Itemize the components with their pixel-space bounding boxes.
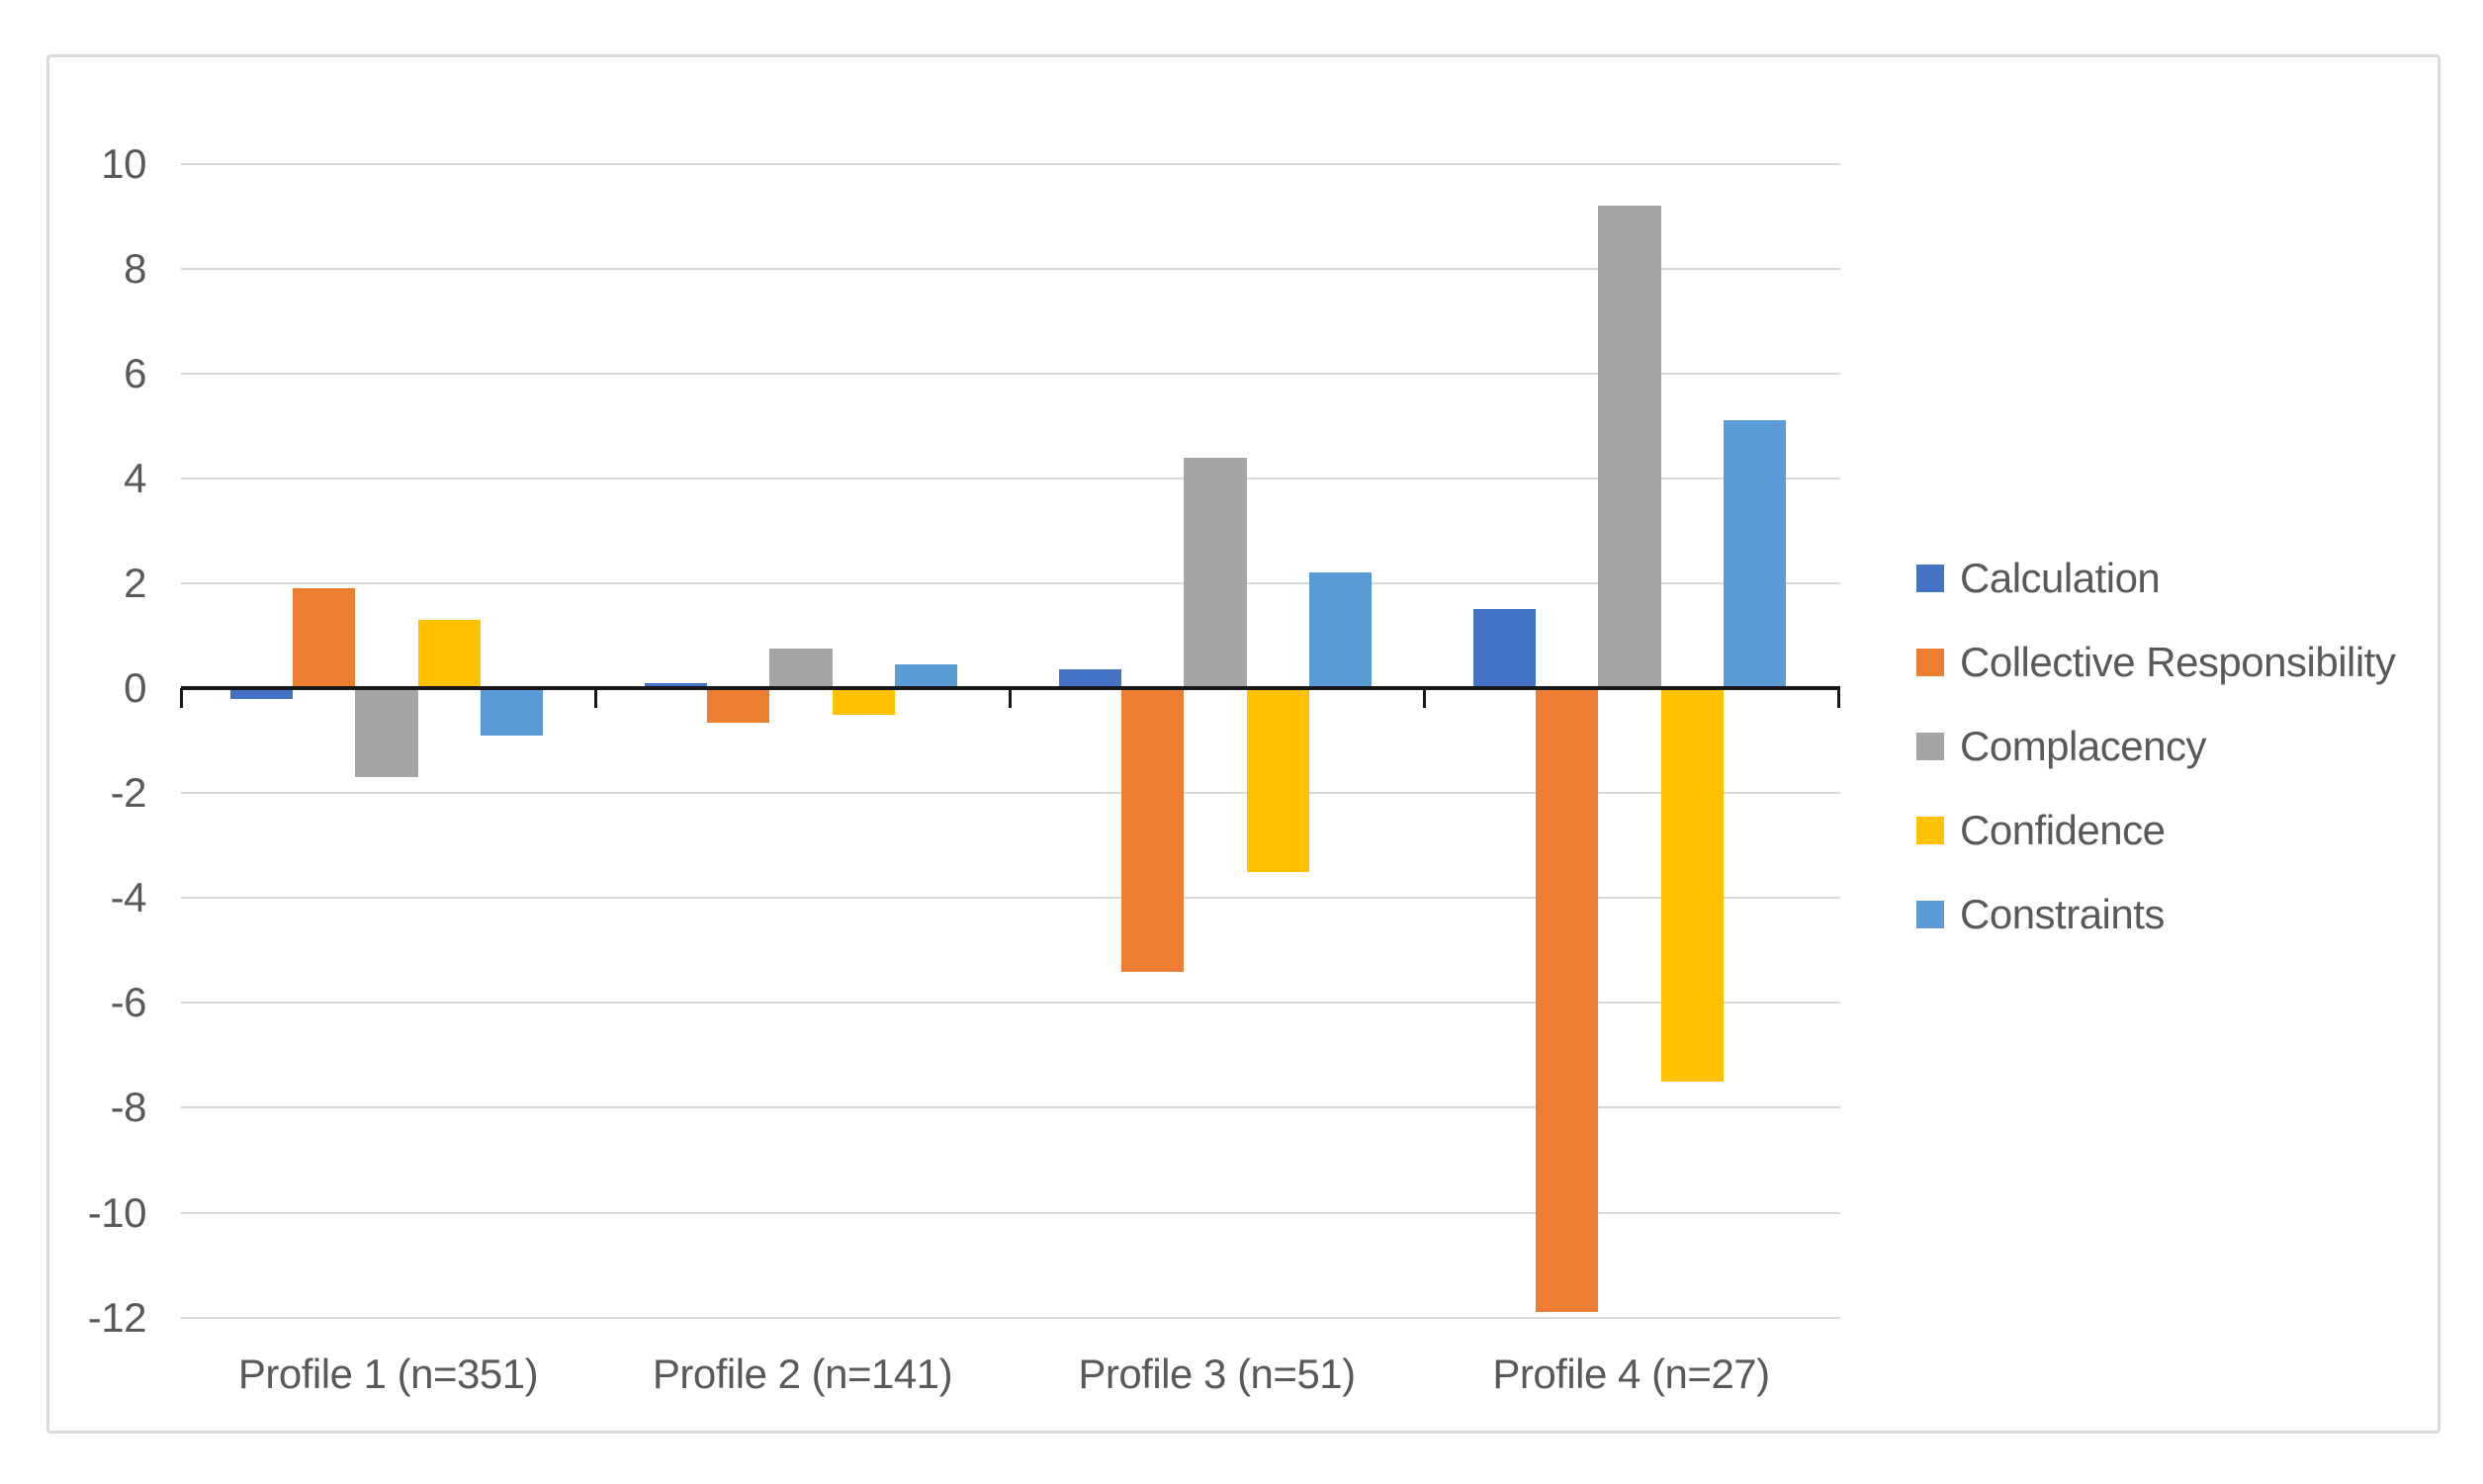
bar-constraints-profile-4 — [1723, 420, 1786, 688]
bar-complacency-profile-3 — [1184, 457, 1247, 688]
x-axis-label-profile-3: Profile 3 (n=51) — [1078, 1351, 1356, 1397]
y-axis-label-4: 4 — [124, 454, 146, 501]
bar-confidence-profile-4 — [1660, 688, 1724, 1082]
bar-confidence-profile-1 — [417, 620, 481, 688]
gridline-4 — [181, 477, 1840, 480]
bar-constraints-profile-1 — [480, 688, 543, 736]
legend-label-calculation: Calculation — [1960, 555, 2161, 601]
gridline--8 — [181, 1106, 1840, 1109]
axis-tick-2 — [1008, 688, 1012, 708]
axis-tick-0 — [179, 688, 183, 708]
bar-complacency-profile-4 — [1598, 205, 1661, 688]
legend-item-collective-responsibility: Collective Responsibility — [1916, 638, 2396, 687]
chart-border — [46, 54, 2440, 1434]
legend-swatch-constraints — [1916, 901, 1944, 928]
y-axis-label-6: 6 — [124, 349, 146, 396]
y-axis-label-2: 2 — [124, 559, 146, 606]
legend-item-confidence: Confidence — [1916, 806, 2166, 855]
legend-item-calculation: Calculation — [1916, 554, 2161, 603]
gridline-2 — [181, 581, 1840, 584]
axis-tick-1 — [593, 688, 597, 708]
y-axis-label--8: -8 — [110, 1084, 147, 1131]
bar-calculation-profile-3 — [1059, 669, 1122, 688]
bar-confidence-profile-2 — [832, 688, 895, 715]
gridline--2 — [181, 792, 1840, 795]
y-axis-label--6: -6 — [110, 979, 147, 1026]
bar-confidence-profile-3 — [1246, 688, 1309, 872]
legend-label-complacency: Complacency — [1960, 723, 2206, 769]
legend-label-constraints: Constraints — [1960, 891, 2165, 937]
legend-swatch-complacency — [1916, 733, 1944, 760]
y-axis-label--4: -4 — [110, 874, 147, 921]
bar-complacency-profile-1 — [355, 688, 418, 778]
legend-swatch-calculation — [1916, 565, 1944, 592]
bar-collective-responsibility-profile-2 — [707, 688, 770, 723]
legend-label-confidence: Confidence — [1960, 807, 2166, 853]
bar-calculation-profile-4 — [1473, 609, 1537, 688]
bar-collective-responsibility-profile-3 — [1121, 688, 1185, 972]
legend-label-collective-responsibility: Collective Responsibility — [1960, 639, 2396, 685]
axis-tick-4 — [1836, 688, 1840, 708]
axis-tick-3 — [1422, 688, 1426, 708]
gridline--10 — [181, 1211, 1840, 1214]
y-axis-label-10: 10 — [101, 139, 146, 187]
bar-complacency-profile-2 — [769, 649, 833, 688]
y-axis-label-0: 0 — [124, 664, 146, 711]
gridline-8 — [181, 267, 1840, 270]
gridline-10 — [181, 162, 1840, 165]
bar-collective-responsibility-profile-4 — [1536, 688, 1599, 1313]
y-axis-label--10: -10 — [87, 1188, 147, 1236]
x-axis-label-profile-1: Profile 1 (n=351) — [237, 1351, 539, 1397]
x-axis-label-profile-4: Profile 4 (n=27) — [1492, 1351, 1770, 1397]
bar-collective-responsibility-profile-1 — [293, 588, 356, 688]
bar-calculation-profile-1 — [230, 688, 294, 699]
y-axis-label--12: -12 — [87, 1293, 147, 1341]
y-axis-label-8: 8 — [124, 244, 146, 292]
legend-item-constraints: Constraints — [1916, 890, 2165, 939]
legend-swatch-confidence — [1916, 817, 1944, 844]
gridline-6 — [181, 372, 1840, 375]
bar-constraints-profile-3 — [1308, 572, 1372, 688]
legend-item-complacency: Complacency — [1916, 722, 2206, 771]
legend-swatch-collective-responsibility — [1916, 649, 1944, 676]
y-axis-label--2: -2 — [110, 769, 147, 817]
bar-calculation-profile-2 — [645, 682, 708, 688]
x-axis-label-profile-2: Profile 2 (n=141) — [652, 1351, 953, 1397]
gridline--4 — [181, 897, 1840, 900]
gridline--12 — [181, 1316, 1840, 1319]
gridline--6 — [181, 1002, 1840, 1004]
bar-constraints-profile-2 — [894, 664, 957, 688]
